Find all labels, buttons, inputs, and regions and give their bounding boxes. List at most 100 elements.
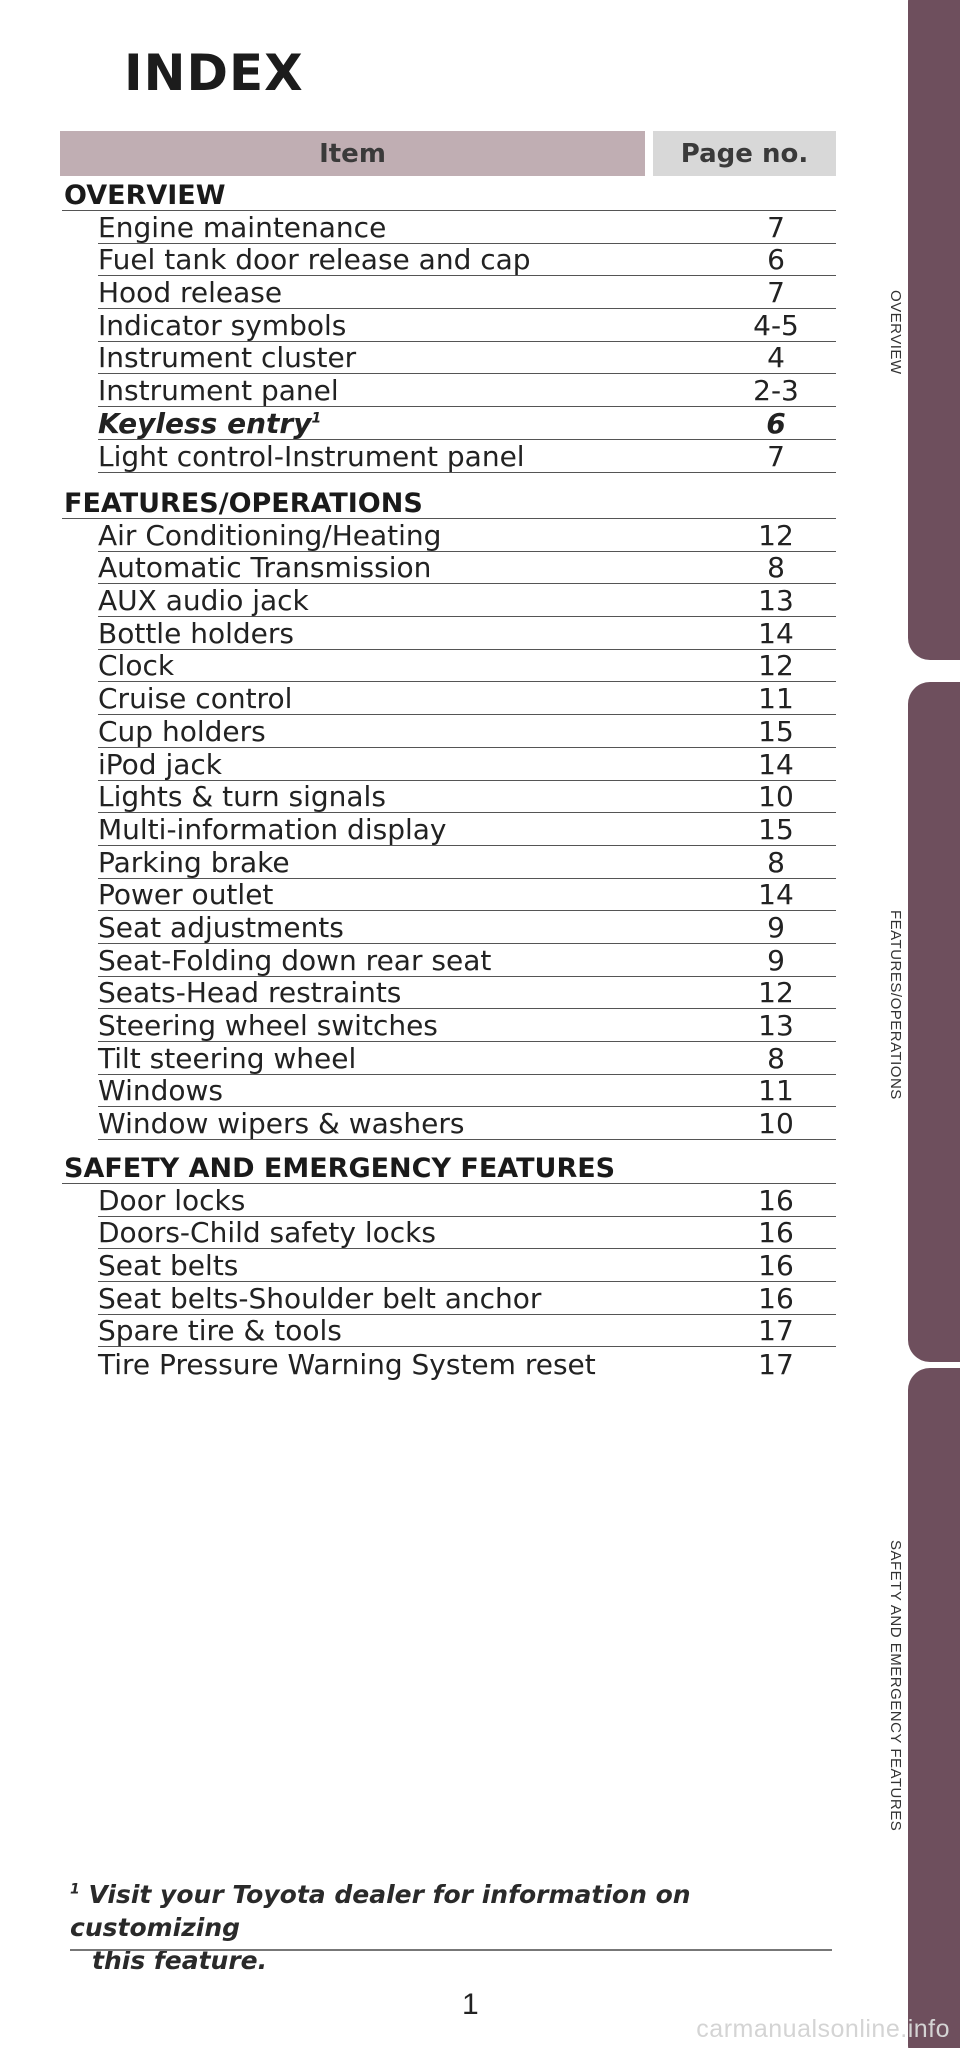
- footnote-divider: [70, 1949, 832, 1951]
- index-entry[interactable]: Clock 12: [98, 650, 836, 683]
- index-entry[interactable]: Instrument cluster 4: [98, 342, 836, 375]
- side-tab-label-safety-emergency: SAFETY AND EMERGENCY FEATURES: [887, 1540, 904, 1832]
- index-entry[interactable]: Seat-Folding down rear seat 9: [98, 944, 836, 977]
- entry-page-number: 16: [758, 1183, 794, 1217]
- entry-page-number: 8: [767, 845, 785, 879]
- entry-label-text: Clock: [98, 649, 175, 683]
- entry-label: Seat adjustments: [98, 910, 716, 944]
- index-entry[interactable]: Tire Pressure Warning System reset 17: [98, 1347, 836, 1380]
- entry-label-text: Parking brake: [98, 845, 290, 879]
- entry-label: Seat belts: [98, 1251, 716, 1281]
- entry-label: Parking brake: [98, 845, 716, 879]
- index-entry[interactable]: Indicator symbols 4-5: [98, 309, 836, 342]
- index-entry[interactable]: Door locks 16: [98, 1184, 836, 1217]
- entry-page-number: 7: [767, 210, 785, 244]
- entry-label: Indicator symbols: [98, 308, 716, 342]
- entry-label: Clock: [98, 651, 716, 681]
- index-entry[interactable]: Window wipers & washers 10: [98, 1107, 836, 1141]
- entry-label: Instrument cluster: [98, 343, 716, 373]
- entry-label-text: Indicator symbols: [98, 308, 347, 342]
- entry-label-text: Tilt steering wheel: [98, 1041, 357, 1075]
- entry-label: Cup holders: [98, 714, 716, 748]
- entry-label: Tire Pressure Warning System reset: [98, 1350, 716, 1380]
- entry-page-number: 13: [758, 1009, 794, 1042]
- index-entry[interactable]: Cruise control 11: [98, 682, 836, 716]
- entry-page-number: 7: [767, 439, 785, 473]
- entry-page-number: 14: [758, 878, 794, 912]
- entry-label: Automatic Transmission: [98, 553, 716, 583]
- index-entry[interactable]: Tilt steering wheel 8: [98, 1042, 836, 1075]
- entry-page-number: 14: [758, 747, 794, 781]
- entry-label-text: Seat adjustments: [98, 910, 344, 944]
- side-tab-safety-emergency[interactable]: [908, 1368, 960, 2048]
- index-entry[interactable]: Keyless entry1 6: [98, 407, 836, 440]
- index-entry[interactable]: Seat belts 16: [98, 1249, 836, 1283]
- entry-label-text: Air Conditioning/Heating: [98, 518, 442, 552]
- entry-page-number: 16: [758, 1249, 794, 1283]
- entry-label-text: Windows: [98, 1074, 223, 1108]
- entry-label-text: Seats-Head restraints: [98, 976, 402, 1010]
- index-entry[interactable]: Lights & turn signals 10: [98, 781, 836, 814]
- index-entry[interactable]: Seats-Head restraints 12: [98, 977, 836, 1010]
- index-entry[interactable]: iPod jack 14: [98, 748, 836, 781]
- entry-page-number: 12: [758, 976, 794, 1010]
- side-tab-label-features-operations: FEATURES/OPERATIONS: [887, 910, 904, 1100]
- entry-label: Seats-Head restraints: [98, 978, 716, 1008]
- entry-label-text: Lights & turn signals: [98, 780, 386, 814]
- entry-label: Power outlet: [98, 880, 716, 910]
- entry-page-number: 6: [766, 406, 786, 440]
- index-entry[interactable]: Windows 11: [98, 1075, 836, 1108]
- entry-page-number: 4-5: [753, 308, 799, 342]
- entry-label-text: Window wipers & washers: [98, 1107, 465, 1141]
- index-entry[interactable]: Bottle holders 14: [98, 617, 836, 650]
- entry-label-text: Seat belts-Shoulder belt anchor: [98, 1281, 542, 1315]
- side-tab-overview[interactable]: [908, 0, 960, 660]
- index-entry[interactable]: Seat belts-Shoulder belt anchor 16: [98, 1282, 836, 1315]
- entry-label-text: Cruise control: [98, 682, 293, 716]
- index-entry[interactable]: Parking brake 8: [98, 846, 836, 879]
- entry-label-text: Cup holders: [98, 714, 266, 748]
- entry-label: Steering wheel switches: [98, 1011, 716, 1041]
- entry-label-text: Instrument cluster: [98, 341, 357, 375]
- entry-page-number: 11: [758, 1074, 794, 1108]
- index-entry[interactable]: Seat adjustments 9: [98, 911, 836, 944]
- index-entry[interactable]: Spare tire & tools 17: [98, 1315, 836, 1348]
- entry-page-number: 16: [758, 1216, 794, 1250]
- index-entry[interactable]: Multi-information display 15: [98, 813, 836, 846]
- index-entry[interactable]: Cup holders 15: [98, 715, 836, 748]
- index-entry[interactable]: Fuel tank door release and cap 6: [98, 244, 836, 277]
- page-number: 1: [462, 1988, 479, 2021]
- entry-label: Seat belts-Shoulder belt anchor: [98, 1281, 716, 1315]
- index-entry[interactable]: Power outlet 14: [98, 879, 836, 912]
- entry-page-number: 7: [767, 276, 785, 310]
- entry-label: Bottle holders: [98, 618, 716, 649]
- index-entry[interactable]: Doors-Child safety locks 16: [98, 1217, 836, 1250]
- index-section: FEATURES/OPERATIONS Air Conditioning/Heat…: [62, 488, 836, 1141]
- entry-page-number: 12: [758, 518, 794, 552]
- footnote: 1 Visit your Toyota dealer for informati…: [70, 1878, 850, 1977]
- index-entry[interactable]: Light control-Instrument panel 7: [98, 440, 836, 473]
- footnote-line-1: Visit your Toyota dealer for information…: [70, 1880, 691, 1942]
- index-entry[interactable]: Hood release 7: [98, 276, 836, 310]
- entry-label-text: Automatic Transmission: [98, 551, 432, 585]
- entry-label-text: Door locks: [98, 1183, 246, 1217]
- index-entry[interactable]: Steering wheel switches 13: [98, 1009, 836, 1042]
- entry-label: Tilt steering wheel: [98, 1041, 716, 1075]
- index-entry[interactable]: Instrument panel 2-3: [98, 374, 836, 408]
- entry-page-number: 4: [767, 341, 785, 375]
- entry-label: Lights & turn signals: [98, 782, 716, 812]
- entry-page-number: 15: [758, 714, 794, 748]
- index-entry[interactable]: Engine maintenance 7: [98, 211, 836, 244]
- entry-label: Spare tire & tools: [98, 1316, 716, 1346]
- side-tab-features-operations[interactable]: [908, 682, 960, 1362]
- entry-label: Engine maintenance: [98, 212, 716, 243]
- entry-label: Multi-information display: [98, 814, 716, 845]
- entry-label-text: Spare tire & tools: [98, 1314, 342, 1348]
- index-entry[interactable]: AUX audio jack 13: [98, 584, 836, 618]
- index-entry[interactable]: Air Conditioning/Heating 12: [98, 519, 836, 552]
- entry-page-number: 12: [758, 649, 794, 683]
- entry-label-text: Power outlet: [98, 878, 274, 912]
- entry-label: Cruise control: [98, 684, 716, 714]
- entry-label-text: Doors-Child safety locks: [98, 1216, 436, 1250]
- index-entry[interactable]: Automatic Transmission 8: [98, 552, 836, 585]
